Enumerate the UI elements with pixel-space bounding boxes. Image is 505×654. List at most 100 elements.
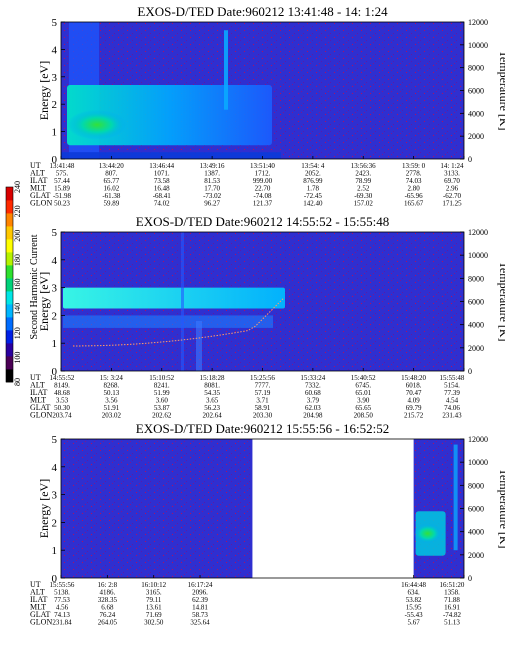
orbit-row-value: 4186.: [99, 589, 115, 597]
orbit-row-value: 16.91: [444, 604, 460, 612]
orbit-row-value: 65.77: [104, 177, 120, 185]
orbit-row-value: 96.27: [204, 200, 220, 208]
colorbar-swatch: [6, 187, 13, 201]
orbit-row-value: 13:51:40: [250, 162, 275, 170]
orbit-row-value: 62.03: [305, 404, 321, 412]
y2-tick-label: 6000: [468, 505, 484, 514]
orbit-row-value: 74.13: [54, 611, 70, 619]
orbit-row-value: 1387.: [204, 170, 220, 178]
orbit-row-value: -51.98: [53, 192, 72, 200]
orbit-row-value: 78.99: [355, 177, 371, 185]
orbit-row-value: 2.52: [357, 185, 370, 193]
colorbar: 240 220 200 180 160 140 120 100 80 Second Harmon…: [5, 181, 40, 386]
y2-tick-label: 2000: [468, 344, 484, 353]
orbit-row-value: 15:10:52: [149, 374, 174, 382]
orbit-row-value: 1071.: [154, 170, 170, 178]
colorbar-swatch: [6, 356, 13, 370]
orbit-row-value: 121.37: [253, 200, 273, 208]
y-axis-label: Energy [eV]: [37, 61, 51, 120]
y-tick-label: 4: [52, 44, 58, 56]
orbit-row-value: 5138.: [54, 589, 70, 597]
orbit-row-value: 50.23: [54, 200, 70, 208]
orbit-row-value: 13:46:44: [149, 162, 174, 170]
orbit-row-value: 202.62: [152, 412, 172, 420]
orbit-row-value: 264.05: [98, 619, 118, 627]
orbit-row-value: 231.84: [52, 619, 72, 627]
orbit-row-value: 6745.: [355, 382, 371, 390]
y-tick-label: 2: [52, 517, 58, 529]
orbit-row-name: ALT: [30, 381, 45, 390]
colorbar-swatch: [6, 369, 13, 383]
y-tick-label: 1: [52, 127, 58, 139]
orbit-row-value: 13:49:16: [200, 162, 225, 170]
y2-tick-label: 4000: [468, 321, 484, 330]
colorbar-tick-label: 100: [13, 352, 22, 364]
orbit-row-value: 65.01: [355, 389, 371, 397]
orbit-row-value: 16:51:20: [440, 581, 465, 589]
orbit-row-name: ALT: [30, 588, 45, 597]
orbit-row-value: 203.02: [102, 412, 122, 420]
y-axis-label: Energy [eV]: [37, 272, 51, 331]
orbit-row-value: 74.02: [154, 200, 170, 208]
orbit-row-value: -73.02: [203, 192, 222, 200]
vertical-stripe: [181, 232, 184, 371]
orbit-row-value: 77.53: [54, 596, 70, 604]
colorbar-swatches: [5, 186, 14, 383]
y-tick-label: 2: [52, 310, 58, 322]
orbit-row-name: UT: [30, 580, 41, 589]
orbit-row-value: 57.19: [255, 389, 271, 397]
orbit-row-value: 3.65: [206, 397, 219, 405]
y-tick-label: 4: [52, 255, 58, 267]
orbit-row-name: ALT: [30, 169, 45, 178]
orbit-row-name: MLT: [30, 184, 46, 193]
y2-axis-label: Temperature [K]: [497, 468, 505, 548]
colorbar-tick-label: 120: [13, 327, 22, 339]
colorbar-swatch: [6, 239, 13, 253]
orbit-row-value: 3165.: [146, 589, 162, 597]
y2-tick-label: 2000: [468, 132, 484, 141]
orbit-row-name: MLT: [30, 396, 46, 405]
hotspot: [67, 109, 127, 140]
orbit-row-value: 165.67: [404, 200, 424, 208]
orbit-row-name: GLON: [30, 199, 52, 208]
orbit-row-value: 2096.: [192, 589, 208, 597]
orbit-row-value: 1.78: [307, 185, 320, 193]
orbit-row-value: 7777.: [255, 382, 271, 390]
orbit-row-value: 15:33:24: [300, 374, 325, 382]
orbit-row-value: 22.70: [255, 185, 271, 193]
orbit-row-value: 3.53: [56, 397, 69, 405]
orbit-row-value: 15: 3:24: [100, 374, 124, 382]
orbit-row-value: 2778.: [406, 170, 422, 178]
orbit-row-value: 70.47: [406, 389, 422, 397]
orbit-row-value: -65.96: [405, 192, 424, 200]
orbit-row-value: 77.39: [444, 389, 460, 397]
orbit-row-value: 8081.: [204, 382, 220, 390]
colorbar-tick-label: 180: [13, 254, 22, 266]
y2-tick-label: 2000: [468, 551, 484, 560]
orbit-row-value: 4.56: [56, 604, 69, 612]
orbit-row-value: 6018.: [406, 382, 422, 390]
colorbar-swatch: [6, 200, 13, 214]
orbit-row-value: 876.99: [303, 177, 323, 185]
orbit-row-value: 53.87: [154, 404, 170, 412]
orbit-row-value: 51.91: [104, 404, 120, 412]
colorbar-swatch: [6, 226, 13, 240]
y2-tick-label: 10000: [468, 41, 488, 50]
orbit-row-value: 575.: [56, 170, 69, 178]
orbit-row-value: 13:44:20: [99, 162, 124, 170]
orbit-row-value: -55.43: [405, 611, 424, 619]
orbit-row-value: 3133.: [444, 170, 460, 178]
orbit-row-value: 3.90: [357, 397, 370, 405]
orbit-row-name: GLAT: [30, 191, 51, 200]
secondary-band: [63, 315, 273, 328]
orbit-row-value: 17.70: [204, 185, 220, 193]
orbit-row-value: 3.71: [256, 397, 269, 405]
orbit-row-value: 56.23: [204, 404, 220, 412]
colorbar-swatch: [6, 304, 13, 318]
orbit-row-name: ILAT: [30, 176, 47, 185]
orbit-row-value: 2.80: [408, 185, 421, 193]
colorbar-swatch: [6, 330, 13, 344]
colorbar-swatch: [6, 265, 13, 279]
orbit-row-value: 4.09: [408, 397, 421, 405]
